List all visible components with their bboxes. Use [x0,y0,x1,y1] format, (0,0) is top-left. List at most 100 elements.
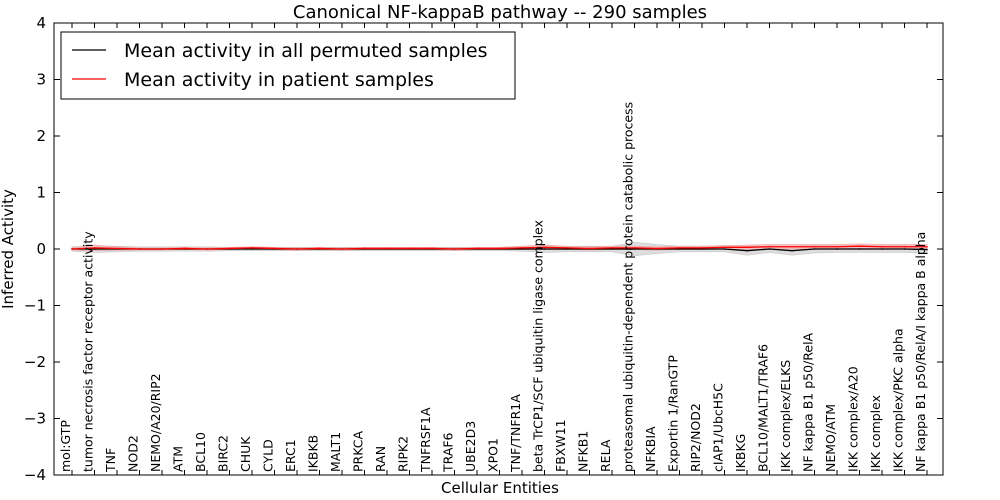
chart-title: Canonical NF-kappaB pathway -- 290 sampl… [293,2,707,23]
y-tick-label-5: 1 [36,184,46,202]
point-series-1-20 [521,247,523,249]
point-series-1-4 [161,248,163,250]
point-series-1-2 [116,247,118,250]
x-category-label-1: tumor necrosis factor receptor activity [81,231,96,472]
legend-box [60,31,516,100]
x-category-label-35: IKK complex/A20 [846,366,861,472]
point-series-1-6 [206,248,208,250]
x-category-label-36: IKK complex [868,395,883,472]
point-series-1-21 [543,246,546,249]
point-series-1-37 [903,245,906,248]
x-category-label-29: cIAP1/UbcH5C [711,383,726,472]
point-series-0-34 [836,248,838,250]
x-category-label-23: NFKB1 [576,431,591,472]
x-category-label-13: PRKCA [351,431,366,472]
point-series-0-24 [611,248,613,250]
point-series-1-12 [341,248,343,250]
point-series-1-5 [183,247,186,250]
x-category-label-14: RAN [373,446,388,472]
x-category-label-34: NEMO/ATM [823,404,838,472]
x-category-label-7: BIRC2 [216,435,231,472]
point-series-1-13 [363,247,366,250]
point-series-1-34 [836,245,838,248]
y-axis-ticks: −4 −3 −2 −1 0 1 2 3 4 [24,14,943,484]
point-series-0-22 [566,248,568,250]
x-axis-label: Cellular Entities [441,479,559,497]
x-category-label-21: beta TrCP1/SCF ubiquitin ligase complex [531,220,546,472]
point-series-0-36 [881,248,883,250]
point-series-1-1 [93,247,96,249]
point-series-1-16 [431,247,433,250]
point-series-1-9 [273,247,276,250]
point-series-1-32 [791,245,793,248]
x-category-label-38: NF kappa B1 p50/RelA/I kappa B alpha [913,232,928,472]
x-category-label-18: UBE2D3 [463,421,478,472]
legend-label-permuted: Mean activity in all permuted samples [124,40,487,62]
point-series-1-17 [453,248,456,250]
point-series-1-14 [386,247,388,250]
point-series-1-26 [656,247,658,250]
point-series-0-30 [746,249,748,252]
point-series-1-35 [858,245,861,247]
point-series-1-30 [746,246,748,249]
point-series-1-27 [678,247,681,249]
point-series-1-8 [251,247,253,249]
x-category-label-0: mol:GTP [58,420,73,472]
point-series-0-35 [858,248,861,250]
legend-label-patient: Mean activity in patient samples [124,69,434,91]
x-category-label-2: TNF [103,448,118,473]
x-category-label-32: IKK complex/ELKS [778,360,793,472]
x-category-label-3: NOD2 [126,435,141,472]
point-series-1-25 [633,247,636,249]
point-series-1-28 [701,247,703,249]
x-category-label-20: TNF/TNFR1A [508,394,523,473]
point-series-1-10 [296,248,298,250]
point-series-1-0 [71,248,73,250]
point-series-0-25 [633,248,636,250]
point-series-1-36 [881,245,883,248]
x-category-label-26: NFKBIA [643,426,658,472]
point-series-1-7 [228,247,231,250]
point-series-0-33 [813,248,816,250]
y-tick-label-2: −2 [24,353,46,371]
y-tick-label-0: −4 [24,466,46,484]
x-category-label-5: ATM [171,446,186,472]
point-series-1-15 [408,247,411,250]
x-axis-ticks: mol:GTP tumor necrosis factor receptor ac… [58,23,928,475]
point-series-0-20 [521,248,523,250]
point-series-0-21 [543,248,546,250]
point-series-0-37 [903,248,906,250]
point-series-0-38 [926,248,928,251]
x-category-label-24: RELA [598,439,613,472]
x-category-label-28: RIP2/NOD2 [688,403,703,472]
x-category-label-27: Exportin 1/RanGTP [666,355,681,472]
y-tick-label-4: 0 [36,240,46,258]
point-series-0-29 [723,248,726,250]
x-category-label-9: CYLD [261,439,276,472]
point-series-1-11 [318,247,321,250]
point-series-0-32 [791,249,793,252]
x-category-label-37: IKK complex/PKC alpha [891,328,906,472]
point-series-1-3 [138,248,141,250]
x-category-label-19: XPO1 [486,438,501,472]
series-lines [71,245,928,252]
point-series-0-1 [93,248,96,250]
point-series-1-31 [768,245,771,248]
y-tick-label-3: −1 [24,297,46,315]
x-category-label-11: IKBKB [306,435,321,472]
point-series-0-31 [768,248,771,250]
legend: Mean activity in all permuted samples Me… [60,31,516,100]
x-category-label-12: MALT1 [328,432,343,472]
x-category-label-16: TNFRSF1A [418,407,433,473]
point-series-1-19 [498,247,501,250]
point-series-1-38 [926,245,928,248]
x-category-label-30: IKBKG [733,434,748,472]
point-series-1-24 [611,247,613,249]
point-series-1-22 [566,247,568,249]
y-tick-label-8: 4 [36,14,46,32]
y-tick-label-6: 2 [36,127,46,145]
x-category-label-25: proteasomal ubiquitin-dependent protein … [621,102,636,472]
y-tick-label-1: −3 [24,410,46,428]
x-category-label-6: BCL10 [193,432,208,472]
